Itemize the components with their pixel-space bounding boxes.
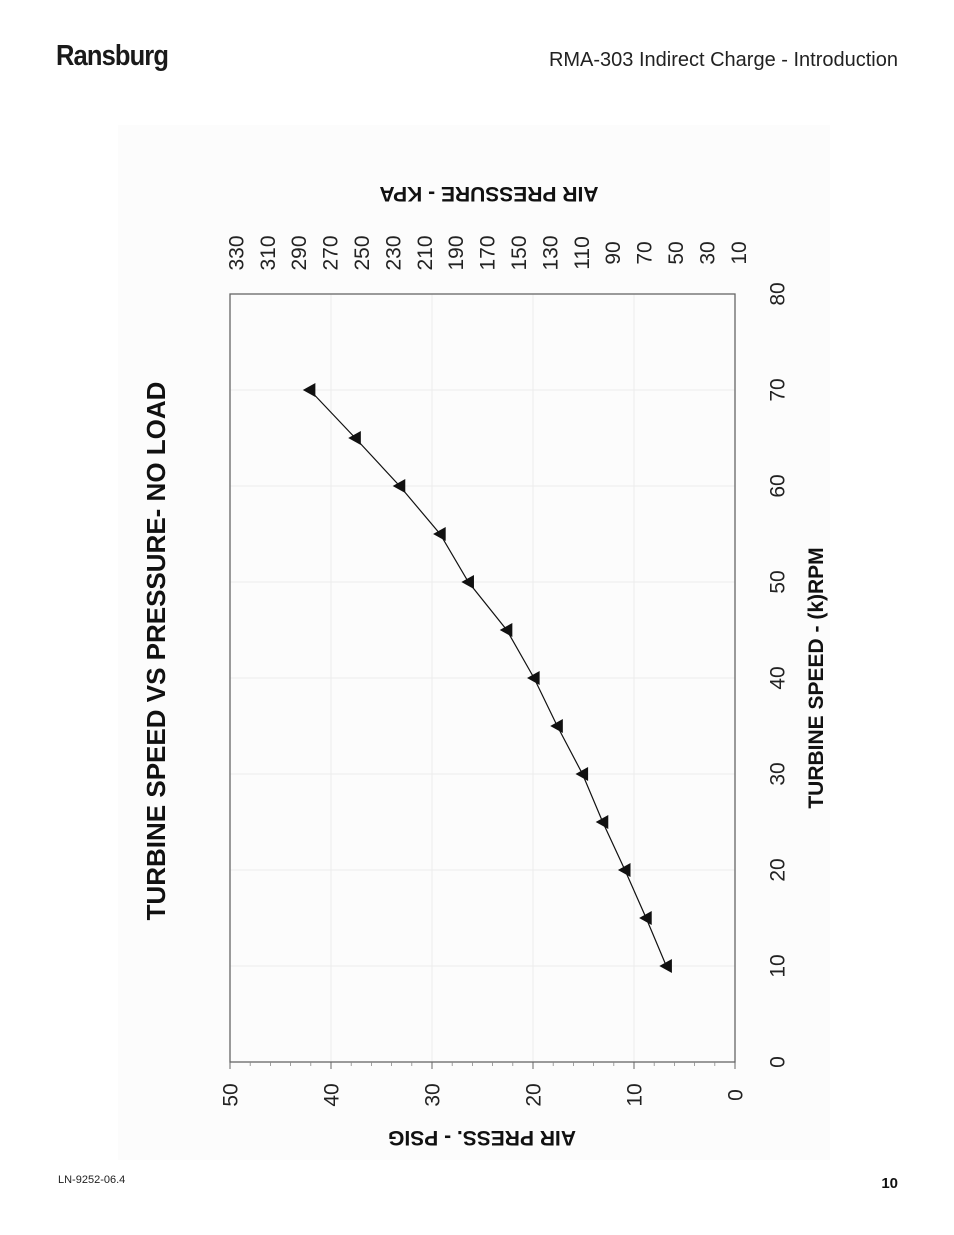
y-tick-label: 0 [724,1089,747,1101]
data-point [527,671,540,685]
data-point [575,767,589,781]
y2-tick-label: 230 [382,235,405,270]
y2-tick-label: 190 [445,235,468,270]
x-tick-label: 30 [766,762,789,785]
x-tick-label: 50 [766,570,789,593]
data-point [461,575,474,589]
y2-tick-label: 10 [728,241,751,264]
y-tick-label: 30 [421,1083,444,1106]
y2-tick-label: 310 [257,235,280,270]
y2-tick-label: 90 [602,241,625,264]
chart: 0 10 20 30 40 50 60 70 80 50 40 30 20 10 0 330 310 290 270… [141,182,828,1149]
x-tick-label: 40 [766,666,789,689]
document-title: RMA-303 Indirect Charge - Introduction [548,49,898,71]
brand-logo: Ransburg [56,40,169,72]
data-point [639,911,652,925]
y2-tick-label: 270 [320,235,343,270]
ticks: 0 10 20 30 40 50 60 70 80 50 40 30 20 10 0 330 310 290 270… [219,235,789,1106]
x-tick-label: 0 [766,1056,789,1068]
chart-panel: 0 10 20 30 40 50 60 70 80 50 40 30 20 10 0 330 310 290 270… [118,125,830,1160]
y-tick-label: 40 [320,1083,343,1106]
data-point [433,527,446,541]
document-number: LN-9252-06.4 [58,1174,126,1186]
x-tick-label: 80 [766,282,789,305]
page-number: 10 [881,1175,898,1192]
secondary-y-axis-label: AIR PRESSURE - KPA [380,182,599,205]
grid [230,294,735,1062]
data-point [550,719,563,733]
y2-tick-label: 210 [414,235,437,270]
data-point [659,959,672,973]
x-tick-label: 10 [766,954,789,977]
chart-title: TURBINE SPEED VS PRESSURE- NO LOAD [141,382,171,921]
y2-tick-label: 250 [351,235,374,270]
x-tick-label: 60 [766,474,789,497]
plot-frame [229,293,736,1063]
y-tick-label: 10 [623,1083,646,1106]
y2-tick-label: 110 [571,236,594,269]
y2-tick-label: 170 [477,235,500,270]
y2-tick-label: 130 [539,235,562,270]
series [302,383,672,973]
chart-text: TURBINE SPEED VS PRESSURE- NO LOAD TURBI… [141,182,828,1149]
y2-tick-label: 150 [508,235,531,270]
data-point [617,863,631,877]
data-point [302,383,316,397]
data-point [595,815,609,829]
x-axis-label: TURBINE SPEED - (k)RPM [805,547,828,808]
y2-tick-label: 290 [288,235,311,270]
data-point [348,431,361,445]
y-axis-label: AIR PRESS. - PSIG [388,1126,576,1149]
y2-tick-label: 50 [665,241,688,264]
y2-tick-label: 330 [225,235,248,270]
y-tick-label: 50 [219,1083,242,1106]
data-point [499,623,513,637]
y-tick-label: 20 [522,1083,545,1106]
x-tick-label: 70 [766,378,789,401]
x-tick-label: 20 [766,858,789,881]
y2-tick-label: 70 [634,241,657,264]
y2-tick-label: 30 [696,241,719,264]
data-point [392,479,406,493]
